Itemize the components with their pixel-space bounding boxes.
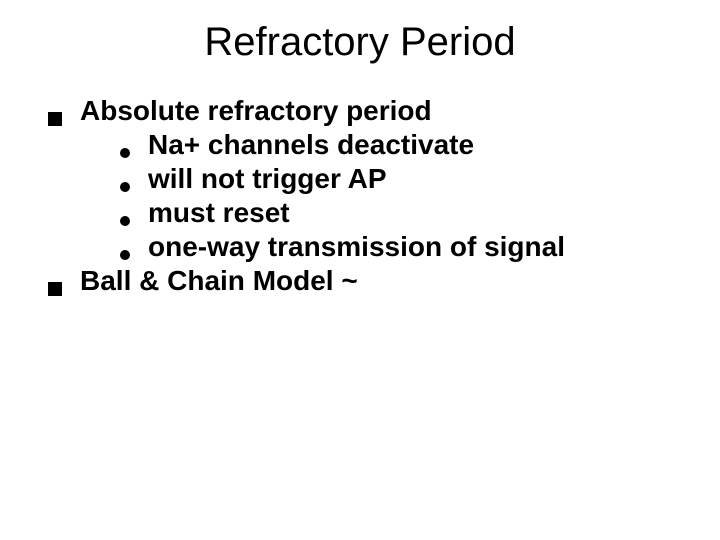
list-item: must reset xyxy=(48,197,680,229)
list-item: one-way transmission of signal xyxy=(48,231,680,263)
list-item-text: one-way transmission of signal xyxy=(148,231,565,263)
list-item: Na+ channels deactivate xyxy=(48,129,680,161)
list-item: Ball & Chain Model ~ xyxy=(48,265,680,297)
list-item-text: Ball & Chain Model ~ xyxy=(80,265,358,297)
list-item-text: Na+ channels deactivate xyxy=(148,129,474,161)
slide-body: Absolute refractory period Na+ channels … xyxy=(0,95,720,297)
list-item-text: Absolute refractory period xyxy=(80,95,432,127)
list-item: will not trigger AP xyxy=(48,163,680,195)
list-item: Absolute refractory period xyxy=(48,95,680,127)
disc-bullet-icon xyxy=(120,182,130,192)
disc-bullet-icon xyxy=(120,250,130,260)
slide: Refractory Period Absolute refractory pe… xyxy=(0,0,720,540)
square-bullet-icon xyxy=(48,282,62,296)
list-item-text: must reset xyxy=(148,197,290,229)
list-item-text: will not trigger AP xyxy=(148,163,387,195)
disc-bullet-icon xyxy=(120,148,130,158)
disc-bullet-icon xyxy=(120,216,130,226)
slide-title: Refractory Period xyxy=(0,20,720,65)
square-bullet-icon xyxy=(48,112,62,126)
